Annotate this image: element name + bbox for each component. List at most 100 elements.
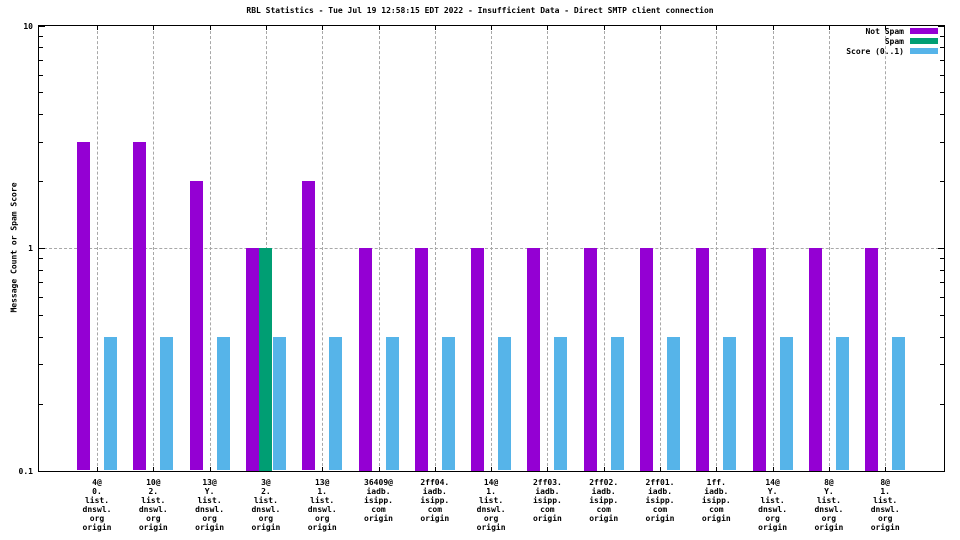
x-tick-top	[716, 25, 718, 30]
y-tick-major-left	[38, 470, 45, 472]
bar-score-0-1-	[272, 336, 286, 471]
y-tick-minor-left	[38, 74, 43, 76]
y-tick-minor-left	[38, 181, 43, 183]
bar-score-0-1-	[610, 336, 624, 471]
bar-score-0-1-	[160, 336, 174, 471]
y-tick-minor-right	[939, 297, 944, 299]
bar-not-spam	[808, 248, 822, 471]
y-tick-minor-right	[939, 282, 944, 284]
bar-not-spam	[640, 248, 653, 471]
y-tick-minor-left	[38, 35, 43, 37]
y-tick-minor-right	[939, 403, 944, 405]
legend-label: Not Spam	[865, 26, 904, 36]
bar-score-0-1-	[498, 336, 512, 471]
bar-score-0-1-	[723, 336, 737, 471]
bar-not-spam	[358, 248, 372, 471]
x-tick-bottom	[97, 466, 98, 471]
bar-score-0-1-	[441, 336, 455, 471]
x-tick-top	[434, 25, 436, 30]
y-tick-minor-left	[38, 258, 43, 260]
x-tick-bottom	[885, 466, 887, 471]
bar-not-spam	[302, 181, 316, 471]
y-tick-minor-left	[38, 47, 43, 49]
x-tick-label: 14@ 1. list. dnswl. org origin	[476, 477, 506, 532]
y-tick-minor-left	[38, 114, 43, 116]
chart-title: RBL Statistics - Tue Jul 19 12:58:15 EDT…	[246, 6, 714, 15]
bar-score-0-1-	[329, 336, 343, 471]
legend-label: Spam	[884, 36, 904, 46]
legend-row: Not Spam	[846, 26, 938, 36]
x-tick-bottom	[716, 466, 718, 471]
x-tick-bottom	[491, 466, 493, 471]
y-tick-minor-left	[38, 92, 43, 94]
bar-not-spam	[245, 248, 259, 471]
y-tick-label: 1	[28, 244, 33, 253]
x-tick-top	[153, 25, 155, 30]
legend-row: Score (0..1)	[846, 46, 938, 56]
x-tick-bottom	[153, 466, 155, 471]
x-tick-label: 13@ 1. list. dnswl. org origin	[307, 477, 337, 532]
bar-not-spam	[583, 248, 597, 471]
x-tick-top	[885, 25, 887, 30]
y-tick-minor-right	[939, 314, 944, 316]
y-tick-label: 0.1	[18, 466, 33, 476]
y-tick-major-right	[937, 25, 944, 27]
bar-score-0-1-	[779, 336, 793, 471]
y-tick-minor-left	[38, 269, 43, 271]
y-tick-minor-left	[38, 364, 43, 366]
y-tick-minor-right	[939, 92, 944, 94]
y-tick-minor-right	[939, 336, 944, 338]
x-tick-label: 1ff. iadb. isipp. com origin	[701, 477, 731, 523]
x-tick-top	[491, 25, 493, 30]
x-tick-label: 8@ 1. list. dnswl. org origin	[870, 477, 900, 532]
y-tick-minor-left	[38, 336, 43, 338]
y-tick-minor-right	[939, 364, 944, 366]
bar-not-spam	[865, 248, 879, 471]
x-tick-label: 2ff03. iadb. isipp. com origin	[532, 477, 562, 523]
y-tick-minor-left	[38, 297, 43, 299]
x-tick-bottom	[547, 466, 549, 471]
x-tick-label: 36409@ iadb. isipp. com origin	[364, 477, 393, 523]
x-tick-bottom	[660, 466, 661, 471]
y-tick-minor-right	[939, 141, 944, 143]
y-tick-minor-left	[38, 282, 43, 284]
legend: Not Spam Spam Score (0..1)	[846, 26, 938, 56]
x-tick-bottom	[434, 466, 436, 471]
legend-swatch	[910, 38, 938, 44]
x-tick-top	[265, 25, 267, 30]
x-tick-label: 4@ 0. list. dnswl. org origin	[82, 477, 112, 532]
bar-score-0-1-	[385, 336, 399, 471]
bar-not-spam	[696, 248, 710, 471]
bar-score-0-1-	[554, 336, 568, 471]
legend-swatch	[910, 48, 938, 54]
x-tick-label: 2ff04. iadb. isipp. com origin	[420, 477, 450, 523]
x-tick-label: 10@ 2. list. dnswl. org origin	[138, 477, 168, 532]
x-tick-bottom	[322, 466, 324, 471]
x-tick-top	[660, 25, 661, 30]
y-tick-major-right	[937, 248, 944, 249]
y-tick-minor-right	[939, 181, 944, 183]
x-tick-bottom	[209, 466, 211, 471]
y-tick-major-left	[38, 25, 45, 27]
bar-not-spam	[471, 248, 485, 471]
x-tick-top	[97, 25, 98, 30]
gridline-horizontal	[38, 248, 944, 249]
x-tick-bottom	[378, 466, 380, 471]
y-tick-label: 10	[23, 21, 33, 31]
x-tick-top	[828, 25, 830, 30]
y-tick-minor-left	[38, 403, 43, 405]
y-tick-minor-right	[939, 269, 944, 271]
x-tick-label: 8@ Y. list. dnswl. org origin	[814, 477, 844, 532]
bar-score-0-1-	[835, 336, 849, 471]
y-tick-minor-right	[939, 114, 944, 116]
y-tick-minor-left	[38, 141, 43, 143]
y-tick-minor-right	[939, 35, 944, 37]
y-tick-minor-right	[939, 74, 944, 76]
bar-score-0-1-	[667, 336, 680, 471]
x-tick-bottom	[603, 466, 605, 471]
x-tick-bottom	[772, 466, 774, 471]
y-tick-minor-right	[939, 47, 944, 49]
x-tick-top	[322, 25, 324, 30]
legend-swatch	[910, 28, 938, 34]
